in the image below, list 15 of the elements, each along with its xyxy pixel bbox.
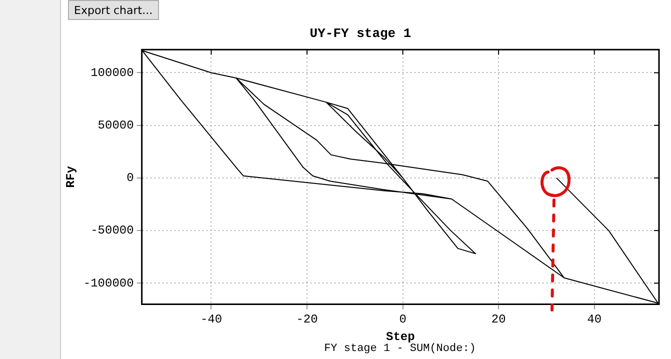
y-tick-label: -50000 xyxy=(90,224,134,238)
x-tick-label: -40 xyxy=(200,312,222,327)
y-tick-label: 50000 xyxy=(98,118,134,133)
x-tick-label: 0 xyxy=(399,312,406,327)
text: FY stage 1 - SUM(Node:) xyxy=(323,343,477,355)
y-tick-label: 100000 xyxy=(90,66,134,80)
export-button[interactable]: Export chart... xyxy=(68,0,159,20)
y-tick-label: 0 xyxy=(126,171,134,186)
x-axis-title: Step xyxy=(386,330,415,344)
y-axis-title: RFy xyxy=(64,166,78,188)
x-tick-label: 40 xyxy=(587,312,602,327)
x-tick-label: 20 xyxy=(491,312,506,327)
chart-title: UY-FY stage 1 xyxy=(310,26,412,42)
x-tick-label: -20 xyxy=(296,312,318,327)
y-tick-label: -100000 xyxy=(83,276,134,290)
